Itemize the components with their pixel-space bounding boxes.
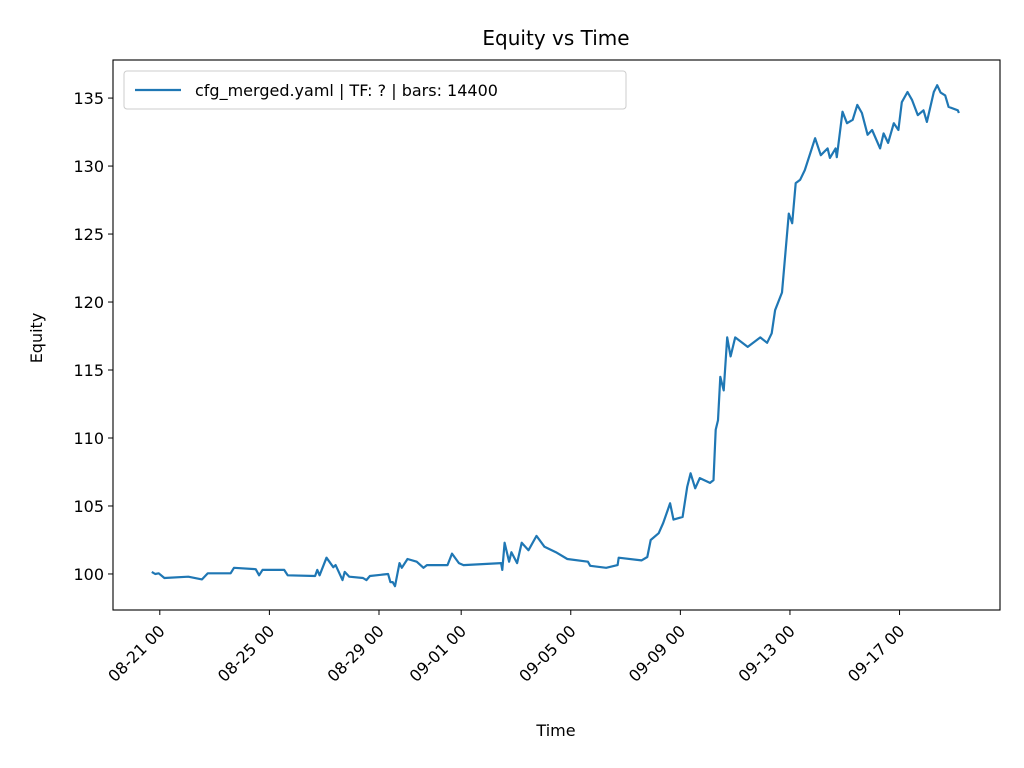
chart-title: Equity vs Time (482, 26, 629, 50)
equity-line (151, 84, 960, 588)
y-tick-label: 100 (73, 565, 104, 584)
x-axis-label: Time (535, 721, 575, 740)
legend-box (123, 70, 627, 110)
y-tick-label: 105 (73, 497, 104, 516)
y-tick-label: 110 (73, 429, 104, 448)
legend-label: cfg_merged.yaml | TF: ? | bars: 14400 (195, 81, 498, 101)
y-tick-label: 130 (73, 157, 104, 176)
y-tick-label: 115 (73, 361, 104, 380)
legend: cfg_merged.yaml | TF: ? | bars: 14400 (123, 70, 627, 110)
y-tick-label: 120 (73, 293, 104, 312)
plot-area (112, 59, 1001, 611)
y-tick-label: 135 (73, 89, 104, 108)
y-axis-label: Equity (27, 313, 46, 364)
y-tick-label: 125 (73, 225, 104, 244)
axes-frame (112, 59, 1001, 611)
y-axis: 100 105 110 115 120 125 130 135 (73, 89, 113, 584)
